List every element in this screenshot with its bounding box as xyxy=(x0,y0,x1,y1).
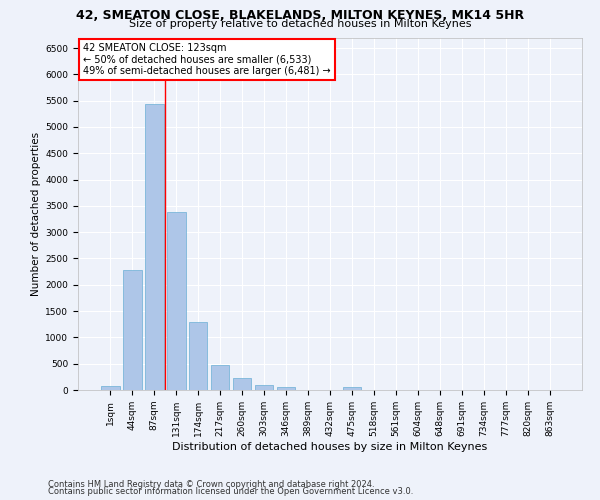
Bar xyxy=(101,386,119,390)
Bar xyxy=(123,270,142,390)
Bar xyxy=(189,322,208,390)
Bar xyxy=(167,212,185,390)
Bar xyxy=(233,378,251,390)
Text: 42, SMEATON CLOSE, BLAKELANDS, MILTON KEYNES, MK14 5HR: 42, SMEATON CLOSE, BLAKELANDS, MILTON KE… xyxy=(76,9,524,22)
Bar xyxy=(211,366,229,390)
Bar xyxy=(255,386,274,390)
Bar xyxy=(343,387,361,390)
Text: Size of property relative to detached houses in Milton Keynes: Size of property relative to detached ho… xyxy=(129,19,471,29)
Y-axis label: Number of detached properties: Number of detached properties xyxy=(31,132,41,296)
X-axis label: Distribution of detached houses by size in Milton Keynes: Distribution of detached houses by size … xyxy=(172,442,488,452)
Bar xyxy=(145,104,164,390)
Bar xyxy=(277,387,295,390)
Text: Contains HM Land Registry data © Crown copyright and database right 2024.: Contains HM Land Registry data © Crown c… xyxy=(48,480,374,489)
Text: Contains public sector information licensed under the Open Government Licence v3: Contains public sector information licen… xyxy=(48,487,413,496)
Text: 42 SMEATON CLOSE: 123sqm
← 50% of detached houses are smaller (6,533)
49% of sem: 42 SMEATON CLOSE: 123sqm ← 50% of detach… xyxy=(83,43,331,76)
